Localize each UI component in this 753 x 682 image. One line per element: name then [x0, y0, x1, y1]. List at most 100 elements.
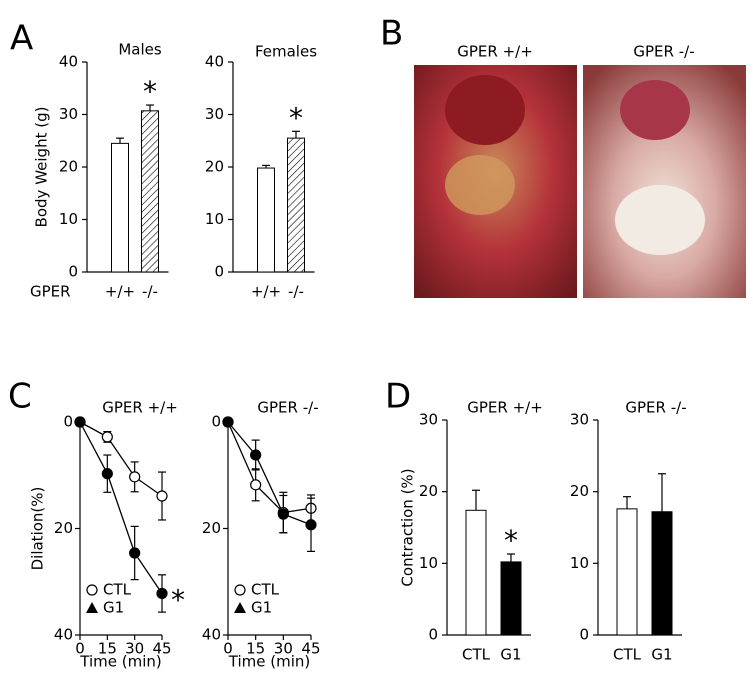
- annotation: *: [171, 583, 185, 616]
- organ: [615, 185, 705, 255]
- panel-label: D: [385, 377, 411, 417]
- point: [156, 587, 168, 600]
- y-tick-label: 40: [205, 53, 224, 71]
- chart-title: GPER -/-: [625, 399, 686, 417]
- x-tick-label: 30: [125, 640, 144, 658]
- x-tick-label: CTL: [462, 646, 491, 664]
- y-label: Body Weight (g): [33, 107, 51, 228]
- y-tick-label: 30: [205, 105, 224, 123]
- y-tick-label: 0: [211, 413, 221, 431]
- bar: [616, 508, 638, 636]
- y-tick-label: 20: [54, 519, 73, 537]
- x-tick-label: 15: [246, 640, 265, 658]
- organ: [445, 75, 525, 145]
- y-tick-label: 0: [68, 263, 78, 281]
- x-tick-label: +/+: [105, 283, 135, 301]
- y-tick-label: 10: [419, 554, 438, 572]
- series-line: [227, 421, 312, 514]
- y-tick-label: 10: [205, 210, 224, 228]
- y-tick-label: 40: [202, 626, 221, 644]
- bar: [287, 137, 305, 273]
- y-tick-label: 40: [59, 53, 78, 71]
- chart-title: GPER +/+: [467, 399, 543, 417]
- y-label: Dilation(%): [29, 487, 47, 571]
- legend-label: G1: [251, 599, 272, 617]
- x-tick-label: -/-: [288, 283, 304, 301]
- y-tick-label: 40: [54, 626, 73, 644]
- legend-label: CTL: [251, 581, 280, 599]
- chart-title: GPER -/-: [257, 399, 318, 417]
- y-tick-label: 20: [419, 482, 438, 500]
- point: [250, 479, 262, 491]
- legend-symbol: [234, 584, 246, 596]
- x-tick-label: 0: [75, 640, 85, 658]
- point: [74, 416, 86, 428]
- panel-label: A: [10, 19, 33, 59]
- point: [101, 431, 113, 443]
- x-tick-label: 45: [152, 640, 171, 658]
- x-tick-label: CTL: [613, 646, 642, 664]
- point: [305, 519, 317, 531]
- organ: [445, 155, 515, 215]
- legend-label: CTL: [103, 581, 132, 599]
- point: [129, 547, 141, 559]
- y-tick-label: 0: [428, 626, 438, 644]
- photo-panel: GPER +/+ GPER -/-: [414, 43, 746, 298]
- bar: [141, 110, 159, 273]
- x-tick-label: 0: [223, 640, 233, 658]
- y-tick-label: 0: [579, 626, 589, 644]
- series-line: [227, 421, 312, 526]
- point: [129, 471, 141, 483]
- annotation: *: [289, 101, 303, 134]
- y-tick-label: 20: [202, 519, 221, 537]
- chart-title: GPER +/+: [102, 399, 178, 417]
- point: [222, 416, 234, 428]
- legend-label: G1: [103, 599, 124, 617]
- legend-symbol: [234, 602, 246, 613]
- point: [277, 508, 289, 520]
- x-tick-label: 45: [301, 640, 320, 658]
- bar: [465, 509, 487, 636]
- bar: [651, 511, 673, 636]
- x-label: Time (min): [228, 653, 310, 671]
- y-tick-label: 20: [570, 482, 589, 500]
- y-tick-label: 20: [59, 158, 78, 176]
- chart-title: Males: [118, 41, 162, 59]
- bar: [257, 167, 275, 273]
- panel-label: B: [380, 14, 403, 54]
- y-tick-label: 0: [214, 263, 224, 281]
- y-tick-label: 30: [419, 411, 438, 429]
- legend-symbol: [86, 602, 98, 613]
- legend-symbol: [86, 584, 98, 596]
- y-tick-label: 10: [59, 210, 78, 228]
- x-label: Time (min): [79, 653, 161, 671]
- x-tick-label: G1: [651, 646, 672, 664]
- x-tick-label: 30: [274, 640, 293, 658]
- x-label: GPER: [30, 283, 71, 301]
- panel-label: C: [8, 377, 32, 417]
- chart-title: Females: [255, 43, 317, 61]
- x-tick-label: 15: [98, 640, 117, 658]
- annotation: *: [504, 524, 518, 557]
- photo-title: GPER -/-: [633, 43, 694, 61]
- bar: [111, 142, 129, 273]
- series-line: [79, 421, 163, 497]
- organ: [620, 80, 690, 140]
- x-tick-label: -/-: [142, 283, 158, 301]
- annotation: *: [143, 75, 157, 108]
- y-tick-label: 20: [205, 158, 224, 176]
- point: [250, 449, 262, 461]
- bar: [500, 561, 522, 636]
- x-tick-label: +/+: [251, 283, 281, 301]
- y-label: Contraction (%): [399, 468, 417, 586]
- point: [101, 468, 113, 480]
- point: [156, 490, 168, 502]
- photo-title: GPER +/+: [457, 43, 533, 61]
- y-tick-label: 30: [59, 105, 78, 123]
- x-tick-label: G1: [500, 646, 521, 664]
- y-tick-label: 10: [570, 554, 589, 572]
- series-line: [79, 421, 163, 594]
- y-tick-label: 0: [63, 413, 73, 431]
- y-tick-label: 30: [570, 411, 589, 429]
